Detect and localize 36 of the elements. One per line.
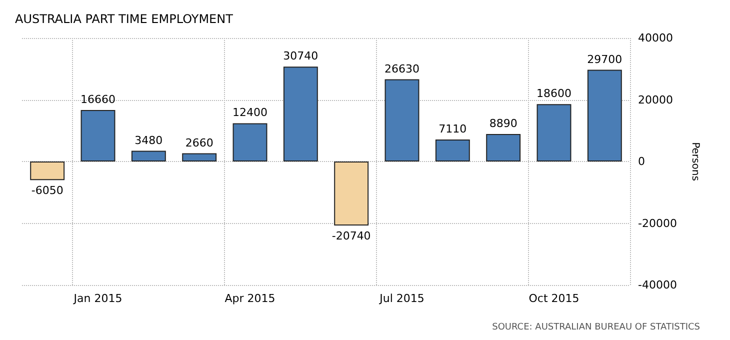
bar: [232, 123, 268, 162]
x-tick-label: Oct 2015: [528, 292, 580, 305]
y-tick-label: 0: [638, 155, 645, 168]
chart-title: AUSTRALIA PART TIME EMPLOYMENT: [15, 12, 234, 26]
y-tick-label: 40000: [638, 32, 673, 44]
data-label: 8890: [489, 117, 518, 130]
y-tick-label: 20000: [638, 93, 673, 106]
bar: [384, 79, 420, 162]
bar: [334, 162, 369, 226]
x-tick-label: Jan 2015: [72, 292, 122, 305]
data-label: 30740: [283, 50, 318, 63]
data-label: -20740: [332, 230, 371, 243]
bar: [435, 140, 470, 162]
bar: [80, 110, 116, 162]
source-note: SOURCE: AUSTRALIAN BUREAU OF STATISTICS: [492, 322, 700, 332]
bar: [536, 104, 572, 162]
bar: [587, 70, 622, 162]
data-label: 26630: [384, 62, 420, 76]
y-tick-label: -40000: [638, 278, 677, 292]
data-label: 2660: [185, 136, 214, 150]
data-label: 18600: [536, 87, 572, 100]
data-label: 3480: [134, 134, 163, 147]
bar: [30, 162, 65, 180]
x-tick-label: Apr 2015: [224, 292, 276, 305]
bar: [131, 150, 166, 162]
data-label: 29700: [587, 52, 622, 66]
bar: [182, 153, 217, 162]
bar: [283, 66, 318, 162]
y-tick-label: -20000: [638, 216, 677, 230]
x-tick-label: Jul 2015: [378, 292, 424, 305]
y-axis-title: Persons: [690, 142, 700, 181]
data-label: 7110: [438, 122, 467, 136]
data-label: 16660: [80, 93, 116, 106]
bar: [486, 134, 521, 162]
data-label: -6050: [31, 184, 64, 198]
data-label: 12400: [232, 106, 268, 120]
